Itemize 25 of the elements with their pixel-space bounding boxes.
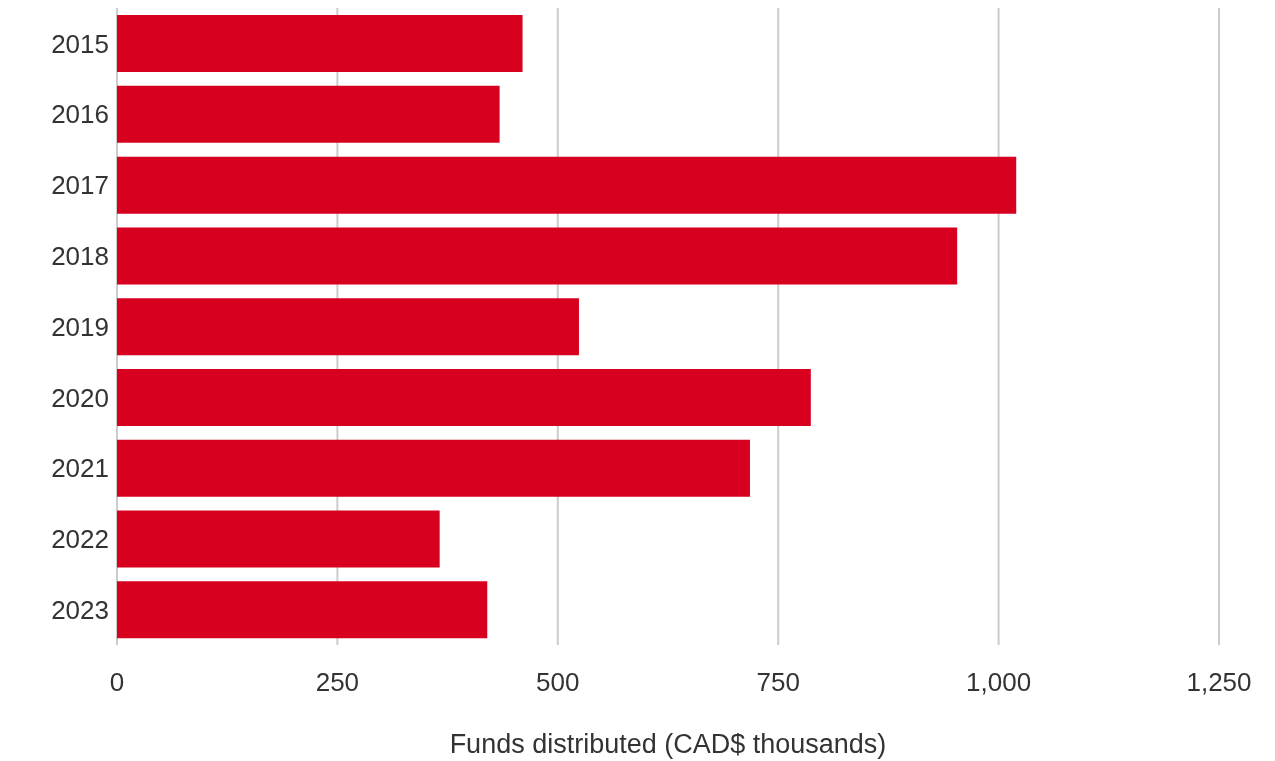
y-tick-label: 2021	[51, 453, 109, 484]
x-tick-label: 0	[109, 667, 125, 698]
y-tick-label: 2020	[51, 382, 109, 413]
y-tick-label: 2022	[51, 524, 109, 555]
bar	[117, 298, 579, 356]
x-axis-title: Funds distributed (CAD$ thousands)	[449, 729, 887, 759]
bar	[117, 510, 440, 568]
bar	[117, 85, 500, 143]
bar	[117, 439, 750, 497]
y-tick-label: 2017	[51, 170, 109, 201]
bar	[117, 227, 958, 285]
x-tick-label: 1,250	[1186, 667, 1252, 698]
x-tick-label: 1,000	[966, 667, 1032, 698]
x-tick-label: 250	[315, 667, 360, 698]
bar	[117, 15, 523, 73]
bar	[117, 156, 1017, 214]
x-tick-label: 750	[756, 667, 800, 698]
bar	[117, 581, 488, 639]
y-tick-label: 2018	[51, 240, 109, 271]
y-tick-label: 2015	[51, 28, 109, 59]
y-tick-label: 2023	[51, 594, 109, 625]
y-tick-label: 2016	[51, 99, 109, 130]
y-tick-label: 2019	[51, 311, 109, 342]
x-tick-label: 500	[536, 667, 580, 698]
bar	[117, 368, 811, 426]
